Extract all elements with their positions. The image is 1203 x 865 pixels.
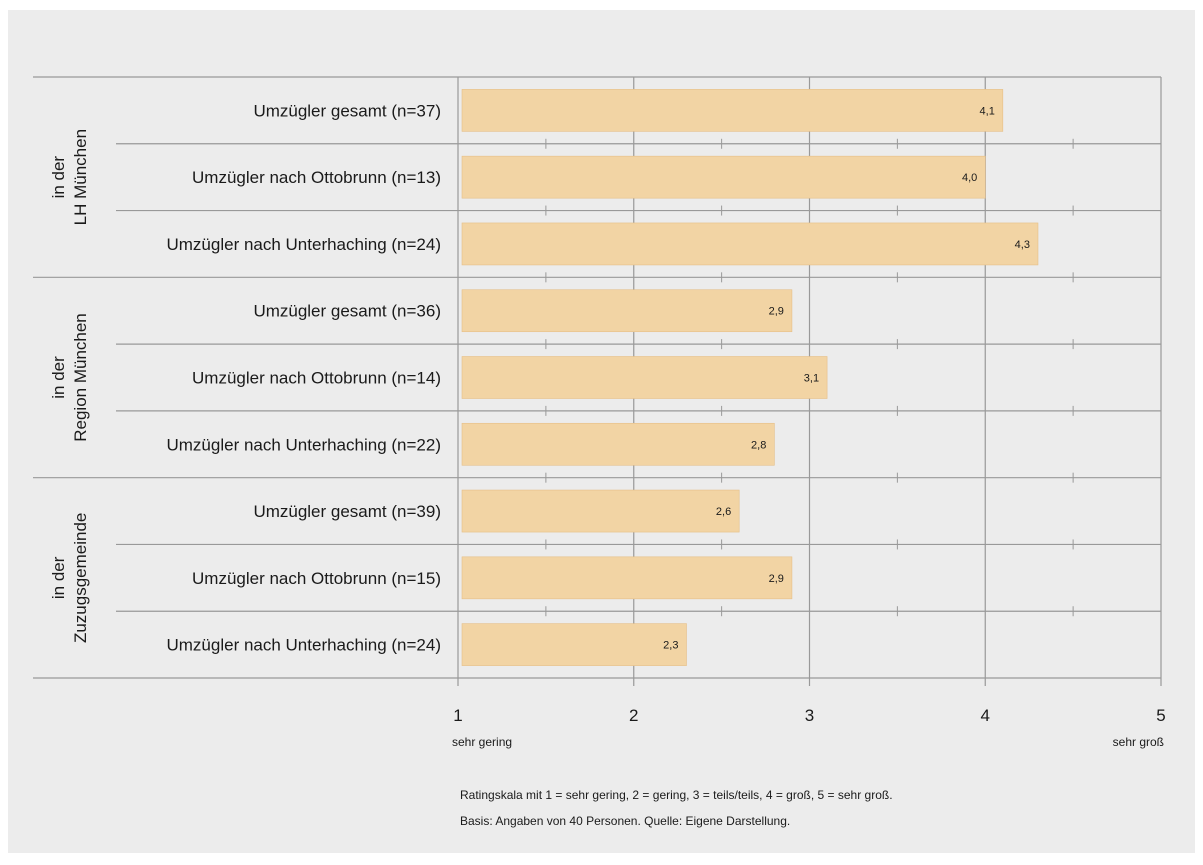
- category-label: Umzügler nach Unterhaching (n=24): [166, 235, 441, 254]
- bar: [461, 89, 1004, 132]
- x-tick-label: 5: [1156, 706, 1165, 725]
- bar: [461, 489, 740, 533]
- category-label: Umzügler nach Unterhaching (n=24): [166, 636, 441, 655]
- category-label: Umzügler nach Ottobrunn (n=14): [192, 369, 441, 388]
- bar: [461, 155, 986, 199]
- bar-value-label: 2,9: [769, 573, 784, 585]
- bar-value-label: 2,3: [663, 640, 678, 652]
- x-tick-label: 1: [453, 706, 462, 725]
- group-label-line: Region München: [71, 313, 90, 442]
- bar: [461, 556, 793, 600]
- bar-value-label: 4,3: [1015, 239, 1030, 251]
- bar-value-label: 2,8: [751, 439, 766, 451]
- group-label: in der LH München: [49, 129, 90, 225]
- bar: [461, 422, 775, 466]
- category-label: Umzügler gesamt (n=37): [253, 101, 441, 120]
- bar: [461, 623, 687, 666]
- x-tick-label: 3: [805, 706, 814, 725]
- group-label: in der Region München: [49, 313, 90, 442]
- bar-value-label: 4,1: [980, 105, 995, 117]
- group-label-line: LH München: [71, 129, 90, 225]
- group-label-line: in der: [49, 356, 68, 399]
- bar-value-label: 4,0: [962, 172, 977, 184]
- x-tick-label: 2: [629, 706, 638, 725]
- bar: [461, 289, 793, 333]
- x-low-label: sehr gering: [452, 735, 512, 749]
- bar-chart: 4,1 Umzügler gesamt (n=37) 4,0 Umzügler nac…: [33, 76, 1166, 749]
- bar-value-label: 3,1: [804, 373, 819, 385]
- chart-panel: 4,1 Umzügler gesamt (n=37) 4,0 Umzügler nac…: [8, 10, 1195, 853]
- group-label-line: in der: [49, 556, 68, 599]
- category-label: Umzügler nach Ottobrunn (n=15): [192, 569, 441, 588]
- bar-value-label: 2,6: [716, 506, 731, 518]
- source-note: Basis: Angaben von 40 Personen. Quelle: …: [460, 814, 791, 828]
- group-label-line: Zuzugsgemeinde: [71, 513, 90, 643]
- category-label: Umzügler nach Ottobrunn (n=13): [192, 168, 441, 187]
- x-high-label: sehr groß: [1113, 735, 1164, 749]
- category-label: Umzügler gesamt (n=36): [253, 302, 441, 321]
- bar: [461, 222, 1039, 266]
- bar-value-label: 2,9: [769, 306, 784, 318]
- x-tick-label: 4: [981, 706, 990, 725]
- category-label: Umzügler nach Unterhaching (n=22): [166, 435, 441, 454]
- group-label-line: in der: [49, 156, 68, 199]
- bar: [461, 356, 828, 399]
- category-label: Umzügler gesamt (n=39): [253, 502, 441, 521]
- scale-note: Ratingskala mit 1 = sehr gering, 2 = ger…: [460, 788, 893, 802]
- group-label: in der Zuzugsgemeinde: [49, 513, 90, 643]
